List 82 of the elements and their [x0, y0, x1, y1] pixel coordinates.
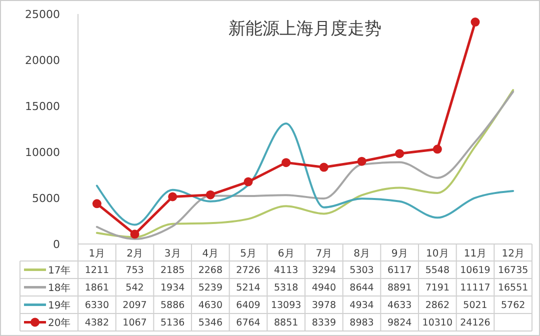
- x-tick-label: 2月: [126, 248, 143, 260]
- data-label: 5548: [425, 265, 450, 276]
- data-label: 542: [126, 282, 144, 294]
- data-label: 4934: [350, 300, 374, 312]
- point: [92, 199, 102, 208]
- x-tick-label: 9月: [391, 248, 408, 260]
- line-series: [96, 122, 514, 226]
- point: [357, 156, 366, 166]
- legend-label: 20年: [48, 316, 71, 329]
- data-label: 4382: [84, 318, 110, 329]
- data-label: 6764: [236, 318, 260, 329]
- data-label: 8983: [350, 318, 374, 329]
- x-tick-label: 7月: [316, 248, 332, 260]
- data-label: 2726: [236, 265, 260, 276]
- data-label: 8851: [274, 318, 298, 329]
- data-label: 6409: [236, 300, 260, 312]
- point: [470, 18, 480, 27]
- data-label: 5239: [198, 282, 223, 294]
- data-label: 13093: [270, 300, 302, 312]
- x-tick-label: 10月: [426, 248, 449, 260]
- data-label: 7191: [425, 282, 450, 294]
- data-label: 3294: [312, 265, 336, 276]
- data-label: 1067: [122, 318, 147, 329]
- legend-label: 18年: [48, 282, 71, 294]
- point: [130, 230, 140, 239]
- point: [168, 192, 178, 202]
- x-tick-label: 11月: [464, 248, 487, 260]
- data-label: 5346: [198, 318, 223, 329]
- x-tick-label: 5月: [240, 248, 256, 260]
- data-label: 3978: [312, 300, 336, 312]
- y-tick-label: 5000: [32, 192, 60, 205]
- point: [206, 190, 215, 200]
- data-label: 6330: [84, 300, 110, 312]
- chart-title: 新能源上海月度走势: [228, 19, 382, 39]
- y-tick-label: 20000: [25, 54, 60, 67]
- data-label: 8644: [350, 282, 374, 294]
- data-label: 2185: [160, 265, 185, 276]
- data-label: 753: [126, 265, 144, 276]
- data-label: 24126: [460, 318, 490, 329]
- y-tick-label: 0: [53, 238, 60, 251]
- x-tick-label: 3月: [164, 248, 181, 260]
- data-label: 16735: [498, 265, 528, 276]
- x-tick-label: 12月: [502, 248, 524, 260]
- data-label: 10310: [422, 318, 453, 329]
- point: [244, 177, 253, 186]
- data-label: 5214: [236, 282, 260, 294]
- point: [395, 149, 404, 158]
- x-tick-label: 4月: [202, 248, 219, 260]
- y-tick-label: 25000: [25, 8, 60, 21]
- data-label: 4113: [274, 265, 298, 276]
- x-tick-label: 1月: [88, 248, 106, 260]
- data-label: 2862: [425, 300, 450, 312]
- x-tick-label: 8月: [354, 248, 370, 260]
- data-label: 4630: [198, 300, 223, 312]
- data-label: 1934: [160, 282, 185, 294]
- data-label: 2097: [122, 300, 147, 312]
- point: [319, 162, 328, 172]
- point: [282, 158, 291, 168]
- y-tick-label: 15000: [25, 100, 60, 113]
- data-label: 10619: [460, 265, 490, 276]
- data-label: 5021: [463, 300, 488, 312]
- data-label: 4633: [387, 300, 412, 312]
- data-label: 1211: [84, 265, 110, 276]
- legend-label: 17年: [48, 264, 71, 276]
- x-tick-label: 6月: [278, 248, 294, 260]
- data-label: 11117: [460, 282, 490, 294]
- y-tick-label: 10000: [25, 146, 60, 159]
- data-label: 2268: [198, 265, 223, 276]
- data-label: 5136: [160, 318, 185, 329]
- data-label: 9824: [387, 318, 412, 329]
- point: [432, 144, 442, 154]
- legend-label: 19年: [48, 299, 71, 312]
- data-label: 5318: [274, 282, 298, 294]
- data-label: 8339: [312, 318, 336, 329]
- data-label: 8891: [387, 282, 412, 294]
- data-label: 1861: [84, 282, 110, 294]
- data-label: 5762: [500, 300, 526, 312]
- data-label: 4940: [312, 282, 336, 294]
- data-label: 5303: [350, 265, 374, 276]
- data-label: 6117: [387, 265, 412, 276]
- data-label: 16551: [498, 282, 528, 294]
- data-label: 5886: [160, 300, 185, 312]
